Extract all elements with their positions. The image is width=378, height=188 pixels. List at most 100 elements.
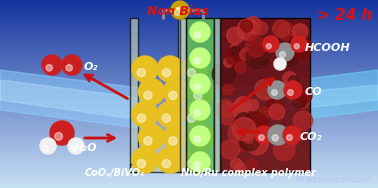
Circle shape [228,123,248,143]
Polygon shape [0,80,155,122]
Circle shape [240,20,253,32]
Circle shape [274,58,286,70]
Circle shape [194,110,200,116]
Circle shape [132,102,158,127]
Polygon shape [215,85,378,118]
Circle shape [276,64,280,68]
FancyBboxPatch shape [186,18,214,172]
Circle shape [235,113,252,130]
Circle shape [194,58,200,64]
Circle shape [235,62,246,73]
Circle shape [299,45,309,54]
FancyBboxPatch shape [214,18,220,172]
Circle shape [263,36,279,52]
Circle shape [40,138,56,154]
Circle shape [288,35,311,59]
Circle shape [273,139,295,161]
Circle shape [291,36,307,52]
Circle shape [217,100,234,117]
Circle shape [255,22,268,35]
Circle shape [190,22,210,42]
Circle shape [194,91,202,100]
Circle shape [132,147,158,173]
Circle shape [164,79,189,105]
Circle shape [288,76,299,86]
Circle shape [237,19,259,41]
Text: CO: CO [305,87,323,97]
Circle shape [194,162,200,168]
Text: Non Bias: Non Bias [147,5,209,18]
Circle shape [157,147,183,173]
Circle shape [182,56,208,82]
Circle shape [257,79,273,95]
Circle shape [255,126,273,144]
Circle shape [298,89,312,102]
Circle shape [284,81,302,99]
Circle shape [71,146,76,151]
Circle shape [269,104,285,120]
Circle shape [289,36,312,59]
Circle shape [144,137,152,145]
Text: NiO/Ru complex polymer: NiO/Ru complex polymer [181,168,315,178]
Circle shape [68,138,84,154]
Text: e⁻: e⁻ [176,7,184,11]
Circle shape [189,124,214,150]
Circle shape [190,152,210,172]
Circle shape [248,99,259,111]
Polygon shape [0,70,155,130]
Circle shape [50,121,74,145]
Circle shape [234,97,251,114]
Circle shape [138,124,164,150]
Circle shape [280,52,285,57]
Circle shape [232,118,256,141]
Circle shape [182,147,208,173]
Circle shape [137,159,146,168]
Circle shape [244,134,254,143]
Circle shape [254,51,268,65]
Circle shape [62,55,82,75]
Circle shape [273,20,290,37]
Circle shape [293,94,307,108]
Circle shape [235,162,246,173]
Circle shape [237,140,248,152]
Circle shape [132,56,158,82]
Circle shape [190,126,210,146]
Circle shape [293,24,308,39]
Circle shape [224,58,234,67]
Circle shape [255,79,276,100]
FancyBboxPatch shape [214,18,220,172]
Circle shape [162,159,170,168]
Circle shape [169,137,177,145]
Circle shape [164,124,189,150]
Circle shape [245,17,262,33]
Circle shape [187,68,195,77]
Circle shape [66,65,73,71]
FancyBboxPatch shape [220,18,310,172]
Circle shape [265,99,284,118]
Circle shape [43,146,48,151]
Circle shape [252,46,267,61]
Text: HCOOH: HCOOH [305,43,351,53]
Circle shape [55,133,62,140]
Circle shape [268,125,288,145]
Circle shape [157,56,183,82]
Circle shape [194,137,202,145]
Circle shape [138,79,164,105]
Circle shape [276,43,294,61]
Circle shape [231,158,242,170]
Circle shape [259,135,264,140]
Circle shape [246,159,257,169]
Text: in aqueous solution: in aqueous solution [297,175,372,184]
Circle shape [278,45,299,67]
Circle shape [283,72,296,85]
Circle shape [274,34,284,43]
Circle shape [162,114,170,122]
Circle shape [217,103,239,125]
FancyBboxPatch shape [178,18,186,172]
Circle shape [227,27,244,44]
Text: O₂: O₂ [84,62,98,72]
Circle shape [268,81,286,99]
Circle shape [278,23,296,40]
Circle shape [212,62,235,86]
FancyBboxPatch shape [130,18,138,172]
